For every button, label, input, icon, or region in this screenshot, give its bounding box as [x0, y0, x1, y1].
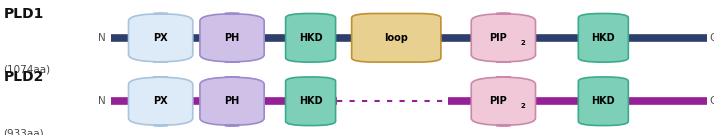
Text: PX: PX	[154, 33, 168, 43]
FancyBboxPatch shape	[352, 14, 441, 62]
Text: HKD: HKD	[591, 33, 615, 43]
Text: PLD1: PLD1	[4, 7, 44, 21]
Text: C: C	[709, 96, 714, 106]
Text: 2: 2	[521, 103, 526, 109]
Text: PX: PX	[154, 96, 168, 106]
FancyBboxPatch shape	[129, 14, 193, 62]
FancyBboxPatch shape	[129, 77, 193, 126]
Text: N: N	[98, 96, 106, 106]
Text: C: C	[709, 33, 714, 43]
FancyBboxPatch shape	[471, 14, 536, 62]
FancyBboxPatch shape	[286, 77, 336, 126]
FancyBboxPatch shape	[471, 77, 536, 126]
FancyBboxPatch shape	[578, 14, 628, 62]
Text: PIP: PIP	[489, 33, 506, 43]
Text: PH: PH	[224, 96, 240, 106]
Text: HKD: HKD	[298, 96, 323, 106]
Text: PH: PH	[224, 33, 240, 43]
Text: (1074aa): (1074aa)	[4, 65, 51, 75]
FancyBboxPatch shape	[286, 14, 336, 62]
Text: PLD2: PLD2	[4, 70, 44, 84]
Text: HKD: HKD	[591, 96, 615, 106]
Text: N: N	[98, 33, 106, 43]
Text: (933aa): (933aa)	[4, 128, 44, 135]
FancyBboxPatch shape	[200, 14, 264, 62]
FancyBboxPatch shape	[578, 77, 628, 126]
Text: 2: 2	[521, 40, 526, 45]
Text: PIP: PIP	[489, 96, 506, 106]
Text: HKD: HKD	[298, 33, 323, 43]
Text: loop: loop	[384, 33, 408, 43]
FancyBboxPatch shape	[200, 77, 264, 126]
